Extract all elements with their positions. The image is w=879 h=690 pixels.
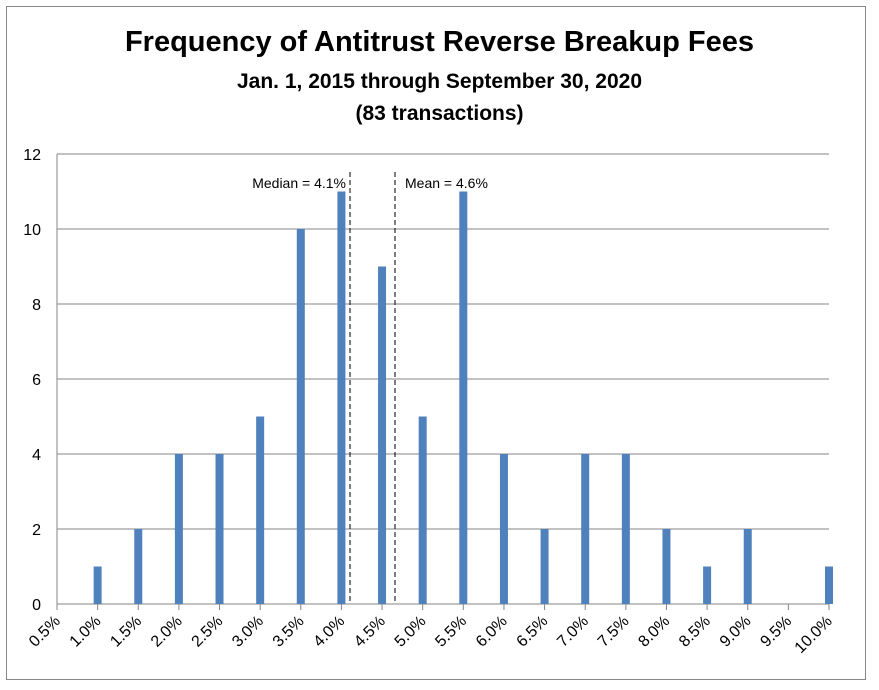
x-tick-label: 1.5% bbox=[107, 613, 145, 651]
x-tick-label: 2.0% bbox=[148, 613, 186, 651]
x-tick-label: 6.0% bbox=[473, 613, 511, 651]
x-tick-label: 1.0% bbox=[67, 613, 105, 651]
bar-1.0% bbox=[93, 566, 102, 604]
bar-2.0% bbox=[174, 454, 183, 604]
y-tick-label: 12 bbox=[23, 147, 41, 164]
x-tick-label: 9.0% bbox=[717, 613, 755, 651]
x-tick-label: 7.0% bbox=[554, 613, 592, 651]
y-tick-label: 4 bbox=[32, 447, 41, 464]
x-tick-label: 5.5% bbox=[432, 613, 470, 651]
x-tick-label: 2.5% bbox=[189, 613, 227, 651]
bar-8.5% bbox=[703, 566, 712, 604]
x-tick-label: 10.0% bbox=[792, 613, 836, 657]
y-tick-label: 2 bbox=[32, 522, 41, 539]
bar-7.5% bbox=[621, 454, 630, 604]
x-tick-label: 5.0% bbox=[392, 613, 430, 651]
annotation-label-1: Mean = 4.6% bbox=[405, 175, 488, 191]
y-tick-label: 6 bbox=[32, 372, 41, 389]
y-tick-label: 0 bbox=[32, 597, 41, 614]
x-tick-label: 8.5% bbox=[676, 613, 714, 651]
bar-6.5% bbox=[540, 529, 549, 604]
x-tick-label: 4.5% bbox=[351, 613, 389, 651]
annotation-label-0: Median = 4.1% bbox=[252, 175, 346, 191]
bar-3.0% bbox=[256, 416, 265, 604]
bar-3.5% bbox=[296, 229, 305, 604]
bar-6.0% bbox=[499, 454, 508, 604]
chart-subtitle-count: (83 transactions) bbox=[355, 102, 524, 125]
bar-7.0% bbox=[581, 454, 590, 604]
bar-2.5% bbox=[215, 454, 224, 604]
chart-frame bbox=[6, 6, 866, 680]
x-tick-label: 7.5% bbox=[595, 613, 633, 651]
bar-5.5% bbox=[459, 191, 468, 604]
x-tick-label: 3.0% bbox=[229, 613, 267, 651]
bar-8.0% bbox=[662, 529, 671, 604]
bar-9.0% bbox=[743, 529, 752, 604]
bar-4.5% bbox=[378, 266, 387, 604]
chart-title: Frequency of Antitrust Reverse Breakup F… bbox=[124, 26, 755, 58]
x-tick-label: 3.5% bbox=[270, 613, 308, 651]
bar-1.5% bbox=[134, 529, 143, 604]
bar-4.0% bbox=[337, 191, 346, 604]
x-tick-label: 8.0% bbox=[635, 613, 673, 651]
x-tick-label: 6.5% bbox=[514, 613, 552, 651]
y-tick-label: 10 bbox=[23, 222, 41, 239]
bar-10.0% bbox=[825, 566, 833, 604]
y-tick-label: 8 bbox=[32, 297, 41, 314]
x-tick-label: 4.0% bbox=[310, 613, 348, 651]
x-tick-label: 9.5% bbox=[757, 613, 795, 651]
x-tick-label: 0.5% bbox=[26, 613, 64, 651]
bar-5.0% bbox=[418, 416, 427, 604]
chart-subtitle: Jan. 1, 2015 through September 30, 2020 bbox=[236, 70, 642, 93]
